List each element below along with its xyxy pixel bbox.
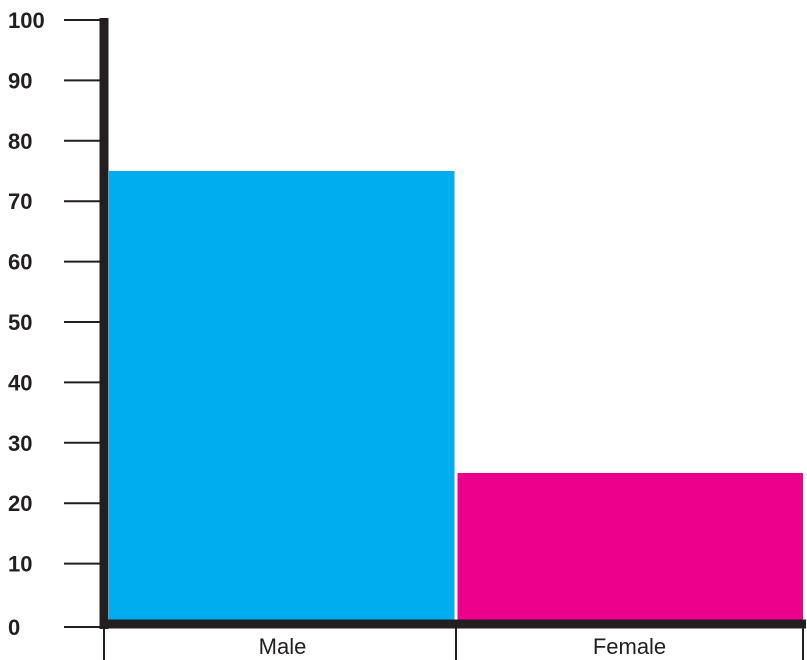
y-tick-label-90: 90	[8, 68, 32, 93]
axes-group	[99, 18, 806, 629]
bar-male	[109, 171, 455, 624]
y-tick-label-0: 0	[8, 615, 20, 640]
y-tick-label-20: 20	[8, 491, 32, 516]
x-category-label-male: Male	[259, 634, 307, 659]
y-tick-label-70: 70	[8, 189, 32, 214]
y-tick-label-100: 100	[8, 8, 45, 33]
y-tick-label-10: 10	[8, 552, 32, 577]
x-ticks-group: Male Female	[103, 624, 804, 660]
y-tick-label-80: 80	[8, 129, 32, 154]
bars-group	[109, 171, 803, 624]
bar-female	[457, 473, 803, 624]
y-tick-label-60: 60	[8, 250, 32, 275]
y-ticks-group: 0 10 20 30 40 50 60 70 80 90 100	[8, 8, 104, 640]
x-category-label-female: Female	[593, 634, 666, 659]
y-tick-label-30: 30	[8, 431, 32, 456]
y-tick-label-50: 50	[8, 310, 32, 335]
y-tick-label-40: 40	[8, 370, 32, 395]
